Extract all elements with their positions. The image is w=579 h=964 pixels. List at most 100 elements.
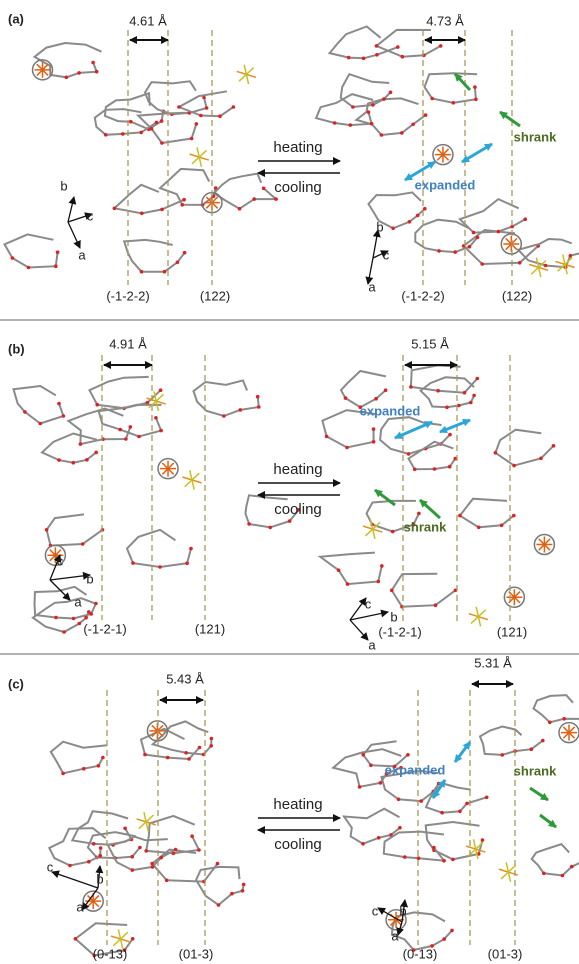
oxygen-atom — [274, 197, 278, 201]
molecule-bond — [356, 98, 425, 135]
oxygen-atom — [474, 98, 478, 102]
oxygen-atom — [197, 848, 201, 852]
molecule-bond — [5, 234, 58, 267]
oxygen-atom — [445, 406, 449, 410]
oxygen-atom — [123, 827, 127, 831]
expansion-arrow — [455, 742, 470, 762]
panel-label: (b) — [8, 341, 25, 356]
oxygen-atom — [185, 561, 189, 565]
oxygen-atom — [23, 410, 27, 414]
before-structure: 4.61 Å(-1-2-2)(122)bca — [5, 13, 278, 303]
oxygen-atom — [210, 737, 214, 741]
oxygen-atom — [11, 256, 15, 260]
plane-label: (01-3) — [179, 946, 214, 961]
oxygen-atom — [413, 468, 417, 472]
molecule-bond — [377, 30, 441, 57]
molecule-bond — [127, 530, 191, 567]
oxygen-atom — [377, 836, 381, 840]
axis-label: a — [76, 899, 84, 914]
distance-label: 5.43 Å — [166, 671, 204, 686]
axis-label: c — [87, 208, 94, 223]
plane-label: (122) — [502, 288, 532, 303]
oxygen-atom — [469, 401, 473, 405]
distance-label: 4.73 Å — [426, 13, 464, 28]
oxygen-atom — [403, 855, 407, 859]
oxygen-atom — [367, 110, 371, 114]
axis-label: b — [399, 903, 406, 918]
expanded-label: expanded — [415, 177, 476, 192]
oxygen-atom — [541, 739, 545, 743]
panel-label: (c) — [8, 676, 24, 691]
plane-label: (-1-2-1) — [378, 624, 421, 639]
plane-label: (-1-2-2) — [106, 288, 149, 303]
oxygen-atom — [346, 582, 350, 586]
oxygen-atom — [379, 781, 383, 785]
axis-label: b — [86, 571, 93, 586]
oxygen-atom — [165, 879, 169, 883]
oxygen-atom — [131, 868, 135, 872]
oxygen-atom — [129, 425, 133, 429]
oxygen-atom — [548, 721, 552, 725]
axis-label: a — [391, 928, 399, 943]
oxygen-atom — [257, 405, 261, 409]
distance-label: 5.15 Å — [411, 336, 449, 351]
axis-label: b — [96, 871, 103, 886]
molecule-bond — [480, 727, 543, 755]
oxygen-atom — [391, 530, 395, 534]
oxygen-atom — [98, 854, 102, 858]
oxygen-atom — [160, 119, 164, 123]
oxygen-atom — [131, 937, 135, 941]
panel-label: (a) — [8, 11, 24, 26]
oxygen-atom — [369, 763, 373, 767]
oxygen-atom — [500, 524, 504, 528]
oxygen-atom — [68, 864, 72, 868]
plane-label: (122) — [200, 288, 230, 303]
oxygen-atom — [160, 208, 164, 212]
distance-label: 4.61 Å — [129, 13, 167, 28]
molecule-bond — [380, 417, 450, 454]
molecule-bond — [114, 185, 184, 214]
oxygen-atom — [380, 564, 384, 568]
oxygen-atom — [113, 207, 117, 211]
molecule-bond — [47, 514, 103, 545]
oxygen-atom — [54, 616, 58, 620]
oxygen-atom — [198, 746, 202, 750]
panel: (a)4.61 Å(-1-2-2)(122)bca4.73 Å(-1-2-2)(… — [5, 11, 579, 303]
oxygen-atom — [154, 416, 158, 420]
oxygen-atom — [391, 227, 395, 231]
molecule-bond — [152, 850, 217, 882]
oxygen-atom — [437, 782, 441, 786]
oxygen-atom — [458, 514, 462, 518]
oxygen-atom — [472, 231, 476, 235]
plane-label: (0-13) — [93, 946, 128, 961]
oxygen-atom — [205, 106, 209, 110]
oxygen-atom — [242, 883, 246, 887]
molecule-bond — [532, 844, 579, 875]
oxygen-atom — [390, 589, 394, 593]
oxygen-atom — [166, 756, 170, 760]
oxygen-atom — [190, 834, 194, 838]
axis-arrow — [52, 872, 98, 888]
axis-label: c — [47, 859, 54, 874]
oxygen-atom — [150, 127, 154, 131]
oxygen-atom — [407, 452, 411, 456]
molecule-bond — [495, 430, 553, 466]
oxygen-atom — [451, 858, 455, 862]
oxygen-atom — [92, 842, 96, 846]
oxygen-atom — [523, 217, 527, 221]
oxygen-atom — [384, 388, 388, 392]
oxygen-atom — [78, 622, 82, 626]
molecule-bond — [124, 240, 184, 272]
oxygen-atom — [187, 757, 191, 761]
oxygen-atom — [199, 114, 203, 118]
axis-label: a — [368, 279, 376, 294]
anion-bond — [113, 932, 128, 946]
axis-arrow — [50, 580, 70, 600]
shrink-arrow — [455, 74, 470, 90]
oxygen-atom — [349, 123, 353, 127]
molecule-bond — [341, 371, 386, 407]
oxygen-atom — [72, 617, 76, 621]
oxygen-atom — [530, 747, 534, 751]
oxygen-atom — [77, 71, 81, 75]
